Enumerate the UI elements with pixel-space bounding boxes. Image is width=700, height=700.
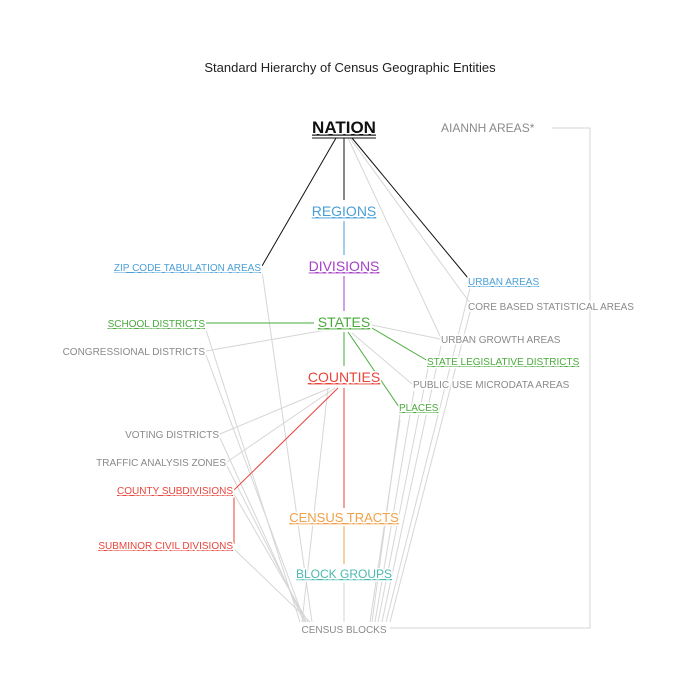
link-nation-urban [351,137,469,279]
link-nation-zcta [261,137,337,267]
link-school-blocks [205,329,301,623]
node-divisions[interactable]: DIVISIONS [307,257,381,276]
node-core-based-statistical-areas: CORE BASED STATISTICAL AREAS [468,302,634,313]
node-zcta[interactable]: ZIP CODE TABULATION AREAS [112,262,262,276]
node-nation[interactable]: NATION [311,117,378,139]
node-congressional-districts: CONGRESSIONAL DISTRICTS [63,347,206,358]
link-subminor-blocks [233,548,311,623]
link-voting-blocks [219,437,305,623]
node-block-groups[interactable]: BLOCK GROUPS [294,566,393,583]
node-urban-growth-areas: URBAN GROWTH AREAS [441,335,561,346]
link-zcta-blocks [261,270,313,623]
node-places[interactable]: PLACES [398,402,441,416]
link-urbangrowth-blocks [381,345,442,623]
node-voting-districts: VOTING DISTRICTS [125,430,219,441]
node-state-legislative-districts[interactable]: STATE LEGISLATIVE DISTRICTS [426,356,582,370]
node-subminor-civil-divisions[interactable]: SUBMINOR CIVIL DIVISIONS [97,540,235,554]
node-public-use-microdata-areas: PUBLIC USE MICRODATA AREAS [413,380,570,391]
link-congressional-blocks [205,354,306,623]
link-nation-urban-growth [347,137,442,339]
node-county-subdivisions[interactable]: COUNTY SUBDIVISIONS [116,485,235,499]
link-counties-voting [219,387,331,435]
link-states-urban-growth [371,324,441,340]
node-aiannh-areas: AIANNH AREAS* [441,121,535,135]
link-states-congressional [205,321,373,352]
node-school-districts[interactable]: SCHOOL DISTRICTS [106,318,207,332]
link-sld-blocks [377,367,429,623]
node-counties[interactable]: COUNTIES [306,368,381,387]
node-urban-areas[interactable]: URBAN AREAS [467,276,541,290]
page-title: Standard Hierarchy of Census Geographic … [204,60,496,75]
link-urban-blocks [385,287,471,623]
link-countysub-blocks [233,493,309,623]
link-states-puma [351,332,413,385]
link-cbsa-blocks [389,311,471,623]
link-counties-countysub [233,387,339,491]
link-aiannh-bracket [390,127,591,629]
link-puma-blocks [374,390,415,623]
link-nation-cbsa [349,137,471,304]
link-nation-blocks-r [369,419,401,623]
link-states-places [347,331,400,408]
node-census-tracts[interactable]: CENSUS TRACTS [288,509,401,527]
link-counties-blocks-l [301,387,329,623]
link-states-sld [371,327,429,362]
link-counties-traffic [226,387,336,463]
node-states[interactable]: STATES [316,313,371,332]
node-traffic-analysis-zones: TRAFFIC ANALYSIS ZONES [96,458,226,469]
node-census-blocks: CENSUS BLOCKS [301,625,386,636]
node-regions[interactable]: REGIONS [310,202,378,221]
